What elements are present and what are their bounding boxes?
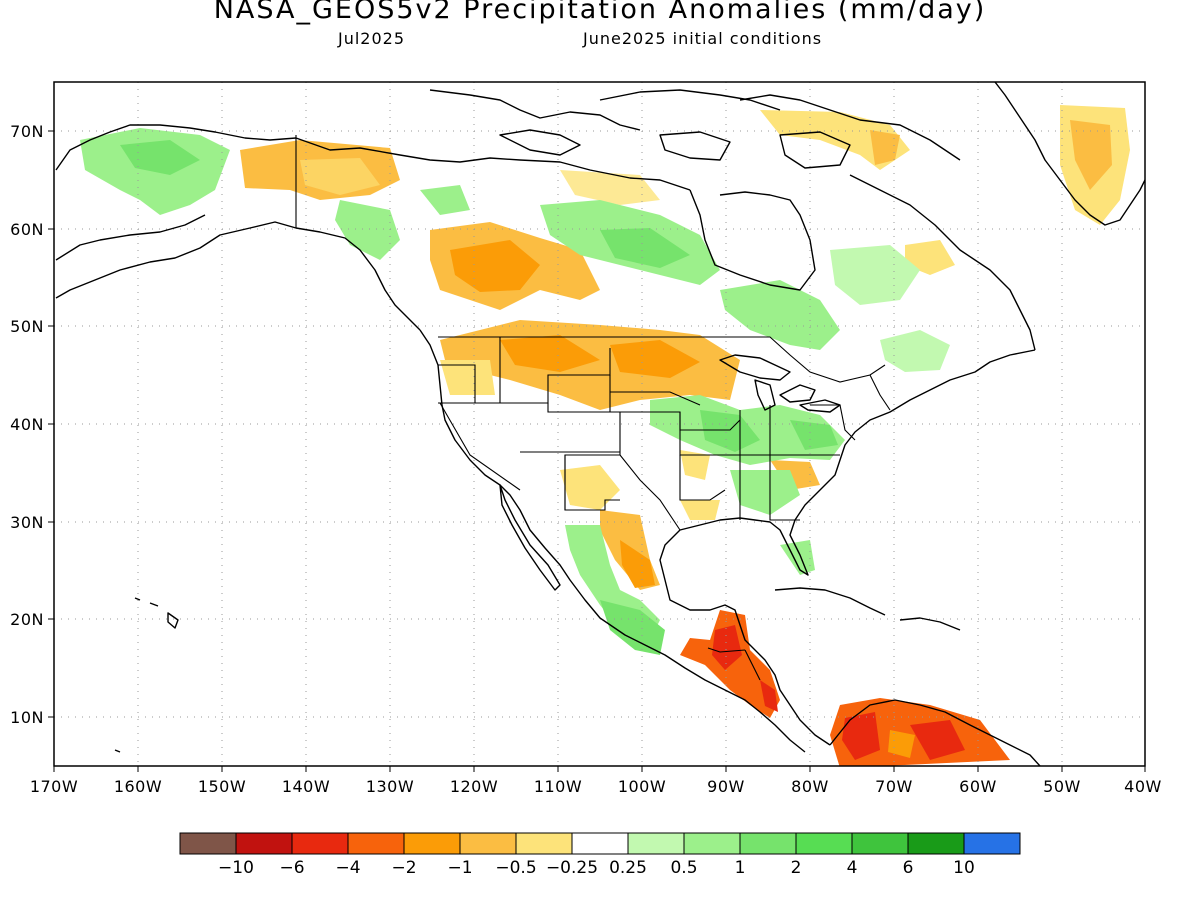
colorbar-label: −2 <box>391 858 416 878</box>
colorbar-label: 0.5 <box>670 858 697 878</box>
lon-label-90w: 90W <box>707 777 745 796</box>
colorbar-swatch <box>179 832 237 855</box>
lon-label-110w: 110W <box>534 777 582 796</box>
colorbar-swatch <box>459 832 517 855</box>
colorbar-label: −10 <box>218 858 254 878</box>
colorbar-label: 0.25 <box>609 858 647 878</box>
lon-label-160w: 160W <box>114 777 162 796</box>
colorbar-label: −4 <box>335 858 360 878</box>
lon-label-70w: 70W <box>875 777 913 796</box>
colorbar-label: −0.5 <box>495 858 536 878</box>
lon-label-120w: 120W <box>450 777 498 796</box>
colorbar-label: 4 <box>847 858 858 878</box>
colorbar-label: −6 <box>279 858 304 878</box>
colorbar-label: 2 <box>791 858 802 878</box>
colorbar-swatch <box>291 832 349 855</box>
lon-label-140w: 140W <box>282 777 330 796</box>
colorbar-swatch <box>683 832 741 855</box>
lat-label-60n: 60N <box>10 220 44 239</box>
lon-label-50w: 50W <box>1043 777 1081 796</box>
lon-label-60w: 60W <box>959 777 997 796</box>
lon-label-170w: 170W <box>30 777 78 796</box>
longitude-labels: 170W 160W 150W 140W 130W 120W 110W 100W … <box>30 777 1162 796</box>
colorbar-swatch <box>347 832 405 855</box>
lon-label-150w: 150W <box>198 777 246 796</box>
colorbar-swatch <box>235 832 293 855</box>
colorbar <box>179 832 1021 855</box>
colorbar-swatch <box>739 832 797 855</box>
colorbar-label: 10 <box>953 858 975 878</box>
lat-label-20n: 20N <box>10 610 44 629</box>
colorbar-label: 1 <box>735 858 746 878</box>
colorbar-swatch <box>907 832 965 855</box>
lat-label-70n: 70N <box>10 122 44 141</box>
forecast-month: Jul2025 <box>338 29 406 48</box>
lat-label-50n: 50N <box>10 317 44 336</box>
strong-dry-anomaly-areas <box>680 610 1010 766</box>
colorbar-label: −1 <box>447 858 472 878</box>
lat-label-30n: 30N <box>10 513 44 532</box>
colorbar-swatch <box>851 832 909 855</box>
colorbar-swatch <box>571 832 629 855</box>
lon-label-130w: 130W <box>366 777 414 796</box>
colorbar-label: 6 <box>903 858 914 878</box>
map-title: NASA_GEOS5v2 Precipitation Anomalies (mm… <box>213 0 987 25</box>
lon-label-100w: 100W <box>618 777 666 796</box>
lon-label-40w: 40W <box>1124 777 1162 796</box>
colorbar-swatch <box>963 832 1021 855</box>
colorbar-label: −0.25 <box>546 858 598 878</box>
colorbar-swatch <box>403 832 461 855</box>
colorbar-swatch <box>515 832 573 855</box>
lat-label-10n: 10N <box>10 708 44 727</box>
lon-label-80w: 80W <box>791 777 829 796</box>
colorbar-labels: −10 −6 −4 −2 −1 −0.5 −0.25 0.25 0.5 1 2 4 6 10 <box>218 858 975 878</box>
colorbar-swatch <box>627 832 685 855</box>
tick-marks <box>48 130 1146 772</box>
initial-conditions-label: June2025 initial conditions <box>583 29 823 48</box>
coastlines <box>55 82 1145 766</box>
colorbar-swatch <box>795 832 853 855</box>
lat-label-40n: 40N <box>10 415 44 434</box>
wet-anomaly-areas <box>80 128 950 655</box>
political-boundaries <box>295 135 891 681</box>
latitude-labels: 70N 60N 50N 40N 30N 20N 10N <box>10 122 44 727</box>
